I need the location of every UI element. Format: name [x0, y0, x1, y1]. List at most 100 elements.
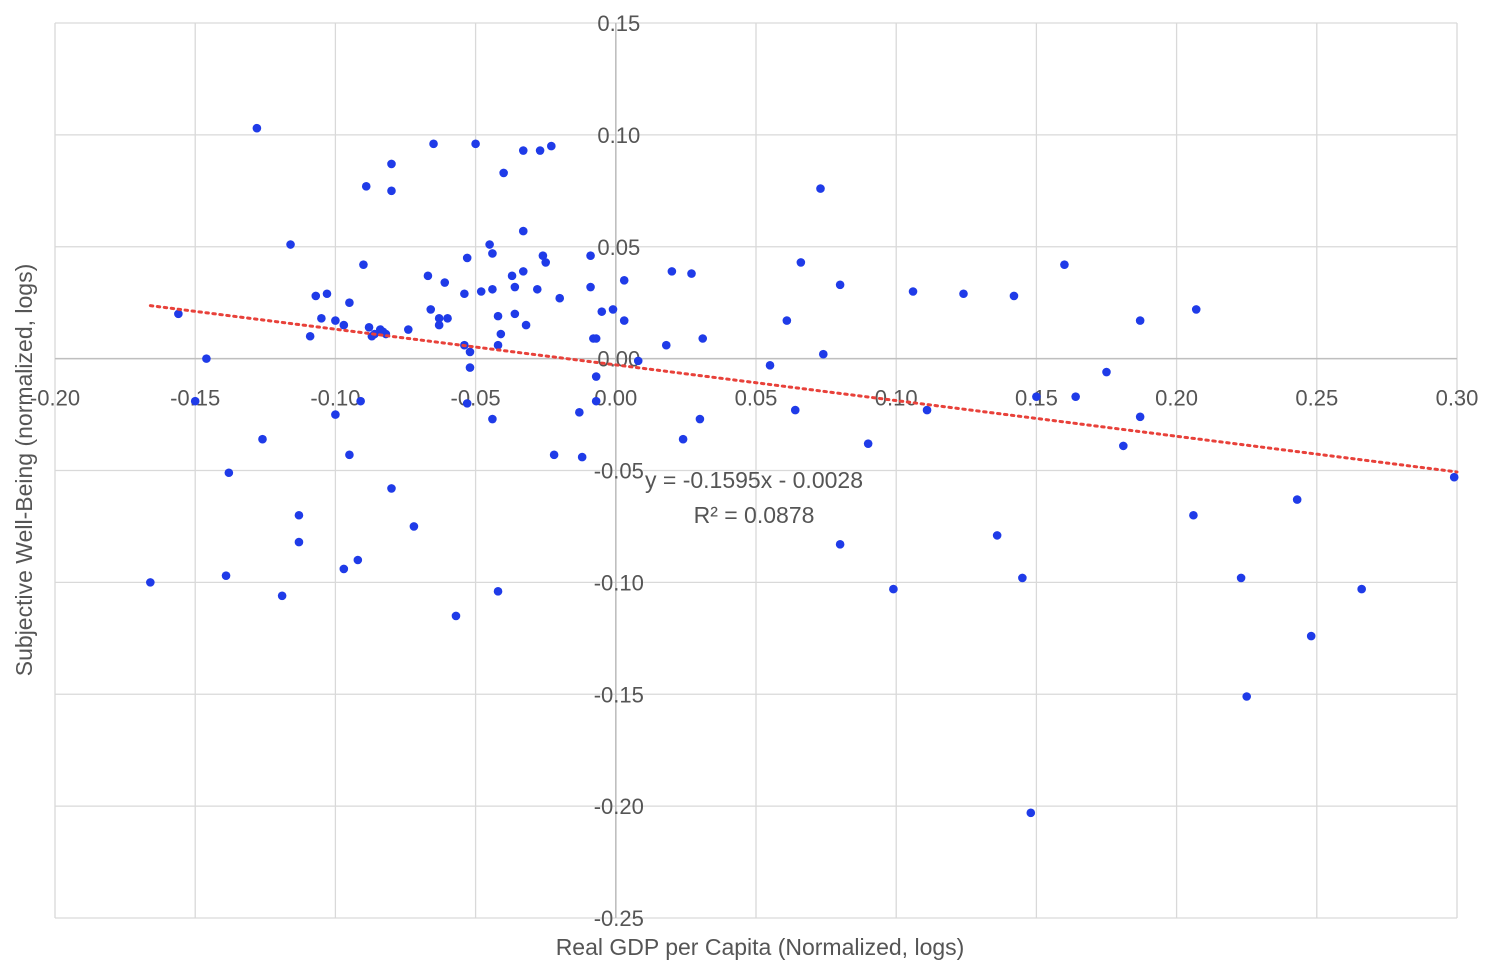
- data-point: [440, 278, 450, 287]
- x-tick-label: 0.25: [1295, 386, 1338, 411]
- data-point: [364, 323, 374, 332]
- data-point: [331, 316, 340, 325]
- data-point: [959, 289, 968, 299]
- data-point: [221, 571, 231, 580]
- data-point: [661, 340, 671, 350]
- x-axis-title: Real GDP per Capita (Normalized, logs): [556, 934, 965, 960]
- data-point: [429, 139, 438, 149]
- data-point: [488, 284, 497, 294]
- data-point: [460, 289, 469, 299]
- data-point: [345, 450, 354, 460]
- data-point: [518, 267, 528, 276]
- data-point: [322, 289, 332, 299]
- data-point: [575, 408, 584, 417]
- y-tick-label: 0.10: [597, 123, 640, 148]
- data-point: [387, 159, 396, 169]
- data-point: [1119, 441, 1128, 451]
- data-point: [667, 267, 677, 276]
- data-point: [695, 414, 705, 424]
- data-point: [510, 309, 520, 319]
- data-point: [1060, 260, 1069, 269]
- gridlines: [54, 22, 1458, 919]
- data-point: [485, 240, 494, 249]
- data-point: [518, 226, 528, 236]
- data-point: [782, 316, 792, 325]
- data-point: [462, 253, 472, 263]
- data-point: [547, 141, 556, 151]
- data-point: [1191, 305, 1201, 314]
- data-point: [521, 320, 531, 330]
- y-tick-labels: 0.15 0.10 0.05 0.00 -0.05 -0.10 -0.15 -0.20 -0.2…: [594, 11, 644, 931]
- data-point: [591, 334, 601, 343]
- data-point: [434, 314, 444, 323]
- data-point: [796, 258, 806, 267]
- data-point: [1189, 510, 1198, 520]
- data-point: [409, 522, 419, 531]
- data-point: [790, 405, 800, 415]
- data-point: [339, 564, 349, 574]
- data-point: [202, 354, 211, 363]
- data-point: [465, 363, 475, 372]
- data-point: [1026, 808, 1036, 818]
- data-point: [1102, 367, 1111, 377]
- data-point: [619, 276, 629, 285]
- data-point: [146, 578, 155, 587]
- y-tick-label: 0.00: [597, 347, 640, 372]
- data-point: [1306, 631, 1316, 641]
- data-point: [555, 293, 565, 303]
- data-point: [586, 282, 595, 292]
- trendline-r-squared: R² = 0.0878: [694, 502, 815, 528]
- data-point: [538, 251, 548, 260]
- trendline: [148, 304, 1459, 474]
- trendline-equation: y = -0.1595x - 0.0028: [645, 467, 863, 493]
- data-point: [224, 468, 234, 478]
- data-point: [305, 331, 315, 341]
- data-point: [434, 320, 444, 330]
- data-point: [922, 405, 932, 415]
- data-point: [465, 347, 475, 357]
- data-point: [277, 591, 287, 601]
- data-point: [591, 396, 601, 406]
- data-point: [311, 291, 321, 301]
- data-point: [1071, 392, 1080, 401]
- data-point: [608, 305, 618, 314]
- data-point: [1009, 291, 1019, 301]
- data-point: [577, 452, 587, 462]
- data-point: [174, 309, 183, 319]
- data-point: [476, 287, 486, 296]
- x-tick-label: -0.20: [30, 386, 80, 411]
- data-point: [1135, 316, 1145, 325]
- axes: [55, 23, 1457, 918]
- data-point: [294, 537, 304, 547]
- y-axis-title: Subjective Well-Being (normalized, logs): [11, 264, 37, 676]
- data-point: [496, 329, 506, 339]
- data-point: [678, 434, 688, 444]
- data-point: [1032, 392, 1041, 401]
- data-point: [345, 298, 354, 307]
- data-point: [687, 269, 696, 278]
- data-point: [1018, 573, 1027, 583]
- y-tick-label: -0.20: [594, 794, 644, 819]
- data-point: [252, 123, 262, 133]
- data-point: [541, 258, 550, 267]
- trendline-group: [148, 304, 1459, 474]
- data-point: [499, 168, 508, 178]
- data-point: [353, 555, 363, 565]
- data-point: [451, 611, 461, 621]
- data-point: [835, 280, 845, 290]
- x-tick-label: -0.10: [310, 386, 360, 411]
- data-point: [619, 316, 629, 325]
- data-point: [835, 540, 845, 549]
- data-point: [387, 484, 396, 493]
- data-point: [426, 305, 436, 314]
- data-point: [535, 146, 545, 155]
- data-point: [507, 271, 517, 281]
- x-tick-label: 0.05: [735, 386, 778, 411]
- x-tick-label: 0.30: [1436, 386, 1479, 411]
- data-point: [404, 325, 413, 334]
- data-point: [1449, 472, 1459, 482]
- x-tick-labels: -0.20-0.15-0.10-0.050.000.050.100.150.20…: [30, 386, 1478, 411]
- data-point: [1135, 412, 1145, 422]
- data-point: [286, 240, 295, 249]
- data-point: [591, 372, 601, 381]
